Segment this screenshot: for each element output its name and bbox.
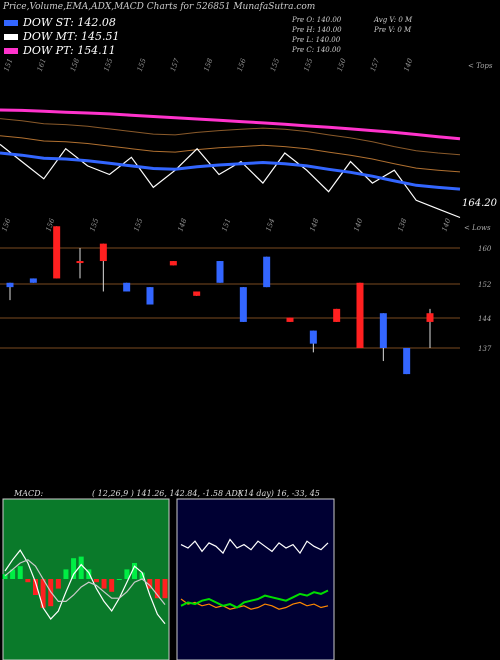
candle-body	[146, 287, 154, 305]
adx-line-1	[180, 598, 329, 610]
candle-body	[76, 261, 84, 264]
legend-dow-mt: DOW MT: 145.51	[4, 30, 120, 43]
macd-histogram-bar	[63, 569, 69, 579]
macd-histogram-bar	[147, 579, 153, 589]
candle-body	[29, 278, 37, 283]
macd-histogram-bar	[162, 579, 168, 599]
series-line-1	[0, 143, 461, 219]
candle-body	[239, 287, 247, 322]
candle-body	[333, 308, 341, 322]
candle-body	[379, 313, 387, 348]
macd-histogram-bar	[10, 569, 16, 579]
macd-histogram-bar	[40, 579, 46, 608]
ema-envelope-outer	[0, 118, 461, 156]
macd-histogram-bar	[139, 572, 145, 579]
last-price-label: 164.20	[462, 198, 498, 209]
series-line-2	[0, 151, 461, 191]
candle-body	[6, 282, 14, 288]
macd-histogram-bar	[17, 566, 23, 579]
legend-swatch-pt	[4, 47, 18, 54]
macd-line-0	[4, 549, 166, 625]
candle-body	[426, 313, 434, 322]
macd-line-1	[4, 559, 166, 605]
chart-title: Price,Volume,EMA,ADX,MACD Charts for 526…	[3, 2, 316, 12]
adx-line-0	[180, 538, 329, 555]
series-line-0	[0, 108, 461, 141]
ohlc-close: Pre C: 140.00	[292, 46, 341, 54]
candle-body	[286, 317, 294, 322]
macd-histogram-bar	[101, 579, 107, 589]
legend-dow-st: DOW ST: 142.08	[4, 16, 116, 29]
price-ema-chart: 151 161 158 155 155 157 158 156 155 155 150 157 1401…	[0, 57, 498, 375]
ema-envelope-inner	[0, 135, 461, 173]
candle-body	[309, 330, 317, 344]
candle-body	[123, 282, 131, 292]
candle-body	[169, 261, 177, 266]
lows-label: < Lows	[464, 224, 491, 232]
macd-histogram-bar	[93, 579, 99, 583]
candle-body	[263, 256, 271, 288]
legend-label-mt: DOW MT: 145.51	[23, 30, 120, 43]
legend-swatch-mt	[4, 33, 18, 40]
macd-histogram-bar	[78, 556, 84, 579]
legend-dow-pt: DOW PT: 154.11	[4, 44, 116, 57]
ohlc-high: Pre H: 140.00	[292, 26, 342, 34]
adx-values: ( 14 day) 16, -33, 45	[238, 489, 320, 498]
macd-histogram-bar	[124, 569, 130, 579]
candle-body	[53, 226, 61, 279]
macd-histogram-bar	[2, 574, 8, 579]
legend-swatch-st	[4, 19, 18, 26]
candle-body	[216, 261, 224, 283]
candle-body	[356, 282, 364, 348]
macd-label: MACD:	[14, 489, 44, 498]
legend-label-st: DOW ST: 142.08	[23, 16, 116, 29]
ohlc-low: Pre L: 140.00	[292, 36, 341, 44]
price-level-label: 144	[478, 315, 491, 323]
avg-volume: Avg V: 0 M	[374, 16, 413, 24]
price-level-label: 160	[478, 245, 492, 253]
macd-histogram-bar	[55, 579, 61, 589]
pre-volume: Pre V: 0 M	[374, 26, 412, 34]
macd-histogram-bar	[154, 579, 160, 599]
price-level-label: 137	[478, 345, 492, 353]
macd-histogram-bar	[32, 579, 38, 595]
adx-line-2	[180, 589, 329, 609]
price-level-label: 152	[478, 281, 492, 289]
macd-histogram-bar	[86, 569, 92, 579]
macd-histogram-bar	[25, 579, 31, 583]
candle-body	[99, 243, 107, 262]
macd-values: ( 12,26,9 ) 141.26, 142.84, -1.58 ADX	[92, 489, 244, 498]
candle-body	[403, 348, 411, 375]
macd-histogram-bar	[109, 579, 115, 592]
adx-panel-bg	[176, 498, 335, 660]
macd-histogram-bar	[71, 558, 77, 579]
legend-label-pt: DOW PT: 154.11	[23, 44, 116, 57]
macd-histogram-bar	[116, 579, 122, 580]
ohlc-open: Pre O: 140.00	[292, 16, 342, 24]
macd-histogram-bar	[132, 563, 138, 579]
tops-label: < Tops	[468, 62, 493, 70]
candle-body	[193, 291, 201, 296]
